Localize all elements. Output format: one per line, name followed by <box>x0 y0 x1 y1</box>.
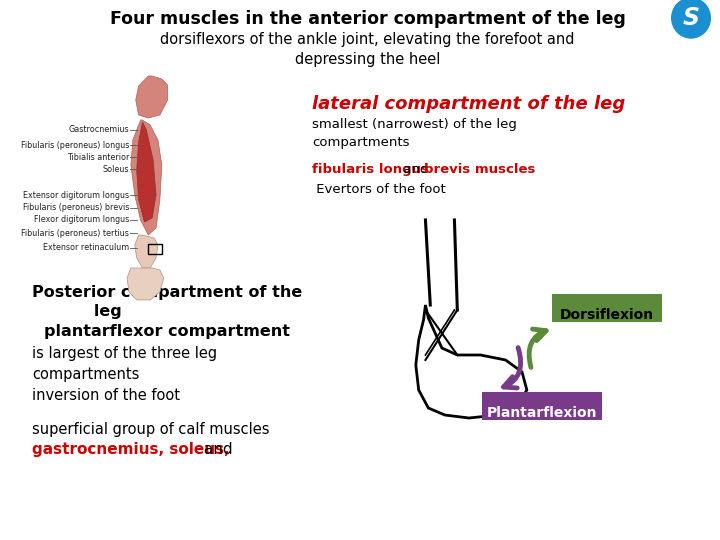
Text: is largest of the three leg
compartments
inversion of the foot: is largest of the three leg compartments… <box>32 346 217 403</box>
Text: Gastrocnemius: Gastrocnemius <box>68 125 129 134</box>
Text: superficial group of calf muscles: superficial group of calf muscles <box>32 422 270 437</box>
Text: Extensor digitorum longus: Extensor digitorum longus <box>23 191 129 199</box>
Text: and: and <box>199 442 232 457</box>
Text: Extensor retinaculum: Extensor retinaculum <box>42 244 129 253</box>
Polygon shape <box>131 120 162 235</box>
Text: lateral compartment of the leg: lateral compartment of the leg <box>312 95 626 113</box>
Text: Fibularis (peroneus) longus: Fibularis (peroneus) longus <box>21 140 129 150</box>
Text: S: S <box>683 6 700 30</box>
Text: gastrocnemius, soleus,: gastrocnemius, soleus, <box>32 442 230 457</box>
Text: Fibularis (peroneus) tertius: Fibularis (peroneus) tertius <box>21 228 129 238</box>
Text: Tibialis anterior: Tibialis anterior <box>66 152 129 161</box>
Text: Posterior compartment of the
           leg: Posterior compartment of the leg <box>32 285 302 319</box>
Polygon shape <box>137 122 156 222</box>
Text: Four muscles in the anterior compartment of the leg: Four muscles in the anterior compartment… <box>109 10 626 28</box>
FancyBboxPatch shape <box>552 294 662 322</box>
Text: fibularis longus: fibularis longus <box>312 163 429 176</box>
FancyBboxPatch shape <box>482 392 602 420</box>
FancyArrowPatch shape <box>503 348 521 388</box>
Text: brevis muscles: brevis muscles <box>425 163 536 176</box>
Text: plantarflexor compartment: plantarflexor compartment <box>44 324 290 339</box>
Bar <box>148 244 162 254</box>
FancyArrowPatch shape <box>529 329 546 367</box>
Text: Fibularis (peroneus) brevis: Fibularis (peroneus) brevis <box>22 204 129 213</box>
Text: Evertors of the foot: Evertors of the foot <box>312 183 446 196</box>
Text: dorsiflexors of the ankle joint, elevating the forefoot and
depressing the heel: dorsiflexors of the ankle joint, elevati… <box>161 32 575 67</box>
Polygon shape <box>127 268 163 300</box>
Circle shape <box>672 0 711 38</box>
Text: and: and <box>400 163 433 176</box>
Polygon shape <box>135 235 158 268</box>
Polygon shape <box>415 305 527 418</box>
Text: Plantarflexion: Plantarflexion <box>487 406 598 420</box>
Polygon shape <box>136 76 168 118</box>
Text: Soleus: Soleus <box>102 165 129 173</box>
Text: Flexor digitorum longus: Flexor digitorum longus <box>34 215 129 225</box>
Text: Dorsiflexion: Dorsiflexion <box>560 308 654 322</box>
Text: smallest (narrowest) of the leg
compartments: smallest (narrowest) of the leg compartm… <box>312 118 518 149</box>
